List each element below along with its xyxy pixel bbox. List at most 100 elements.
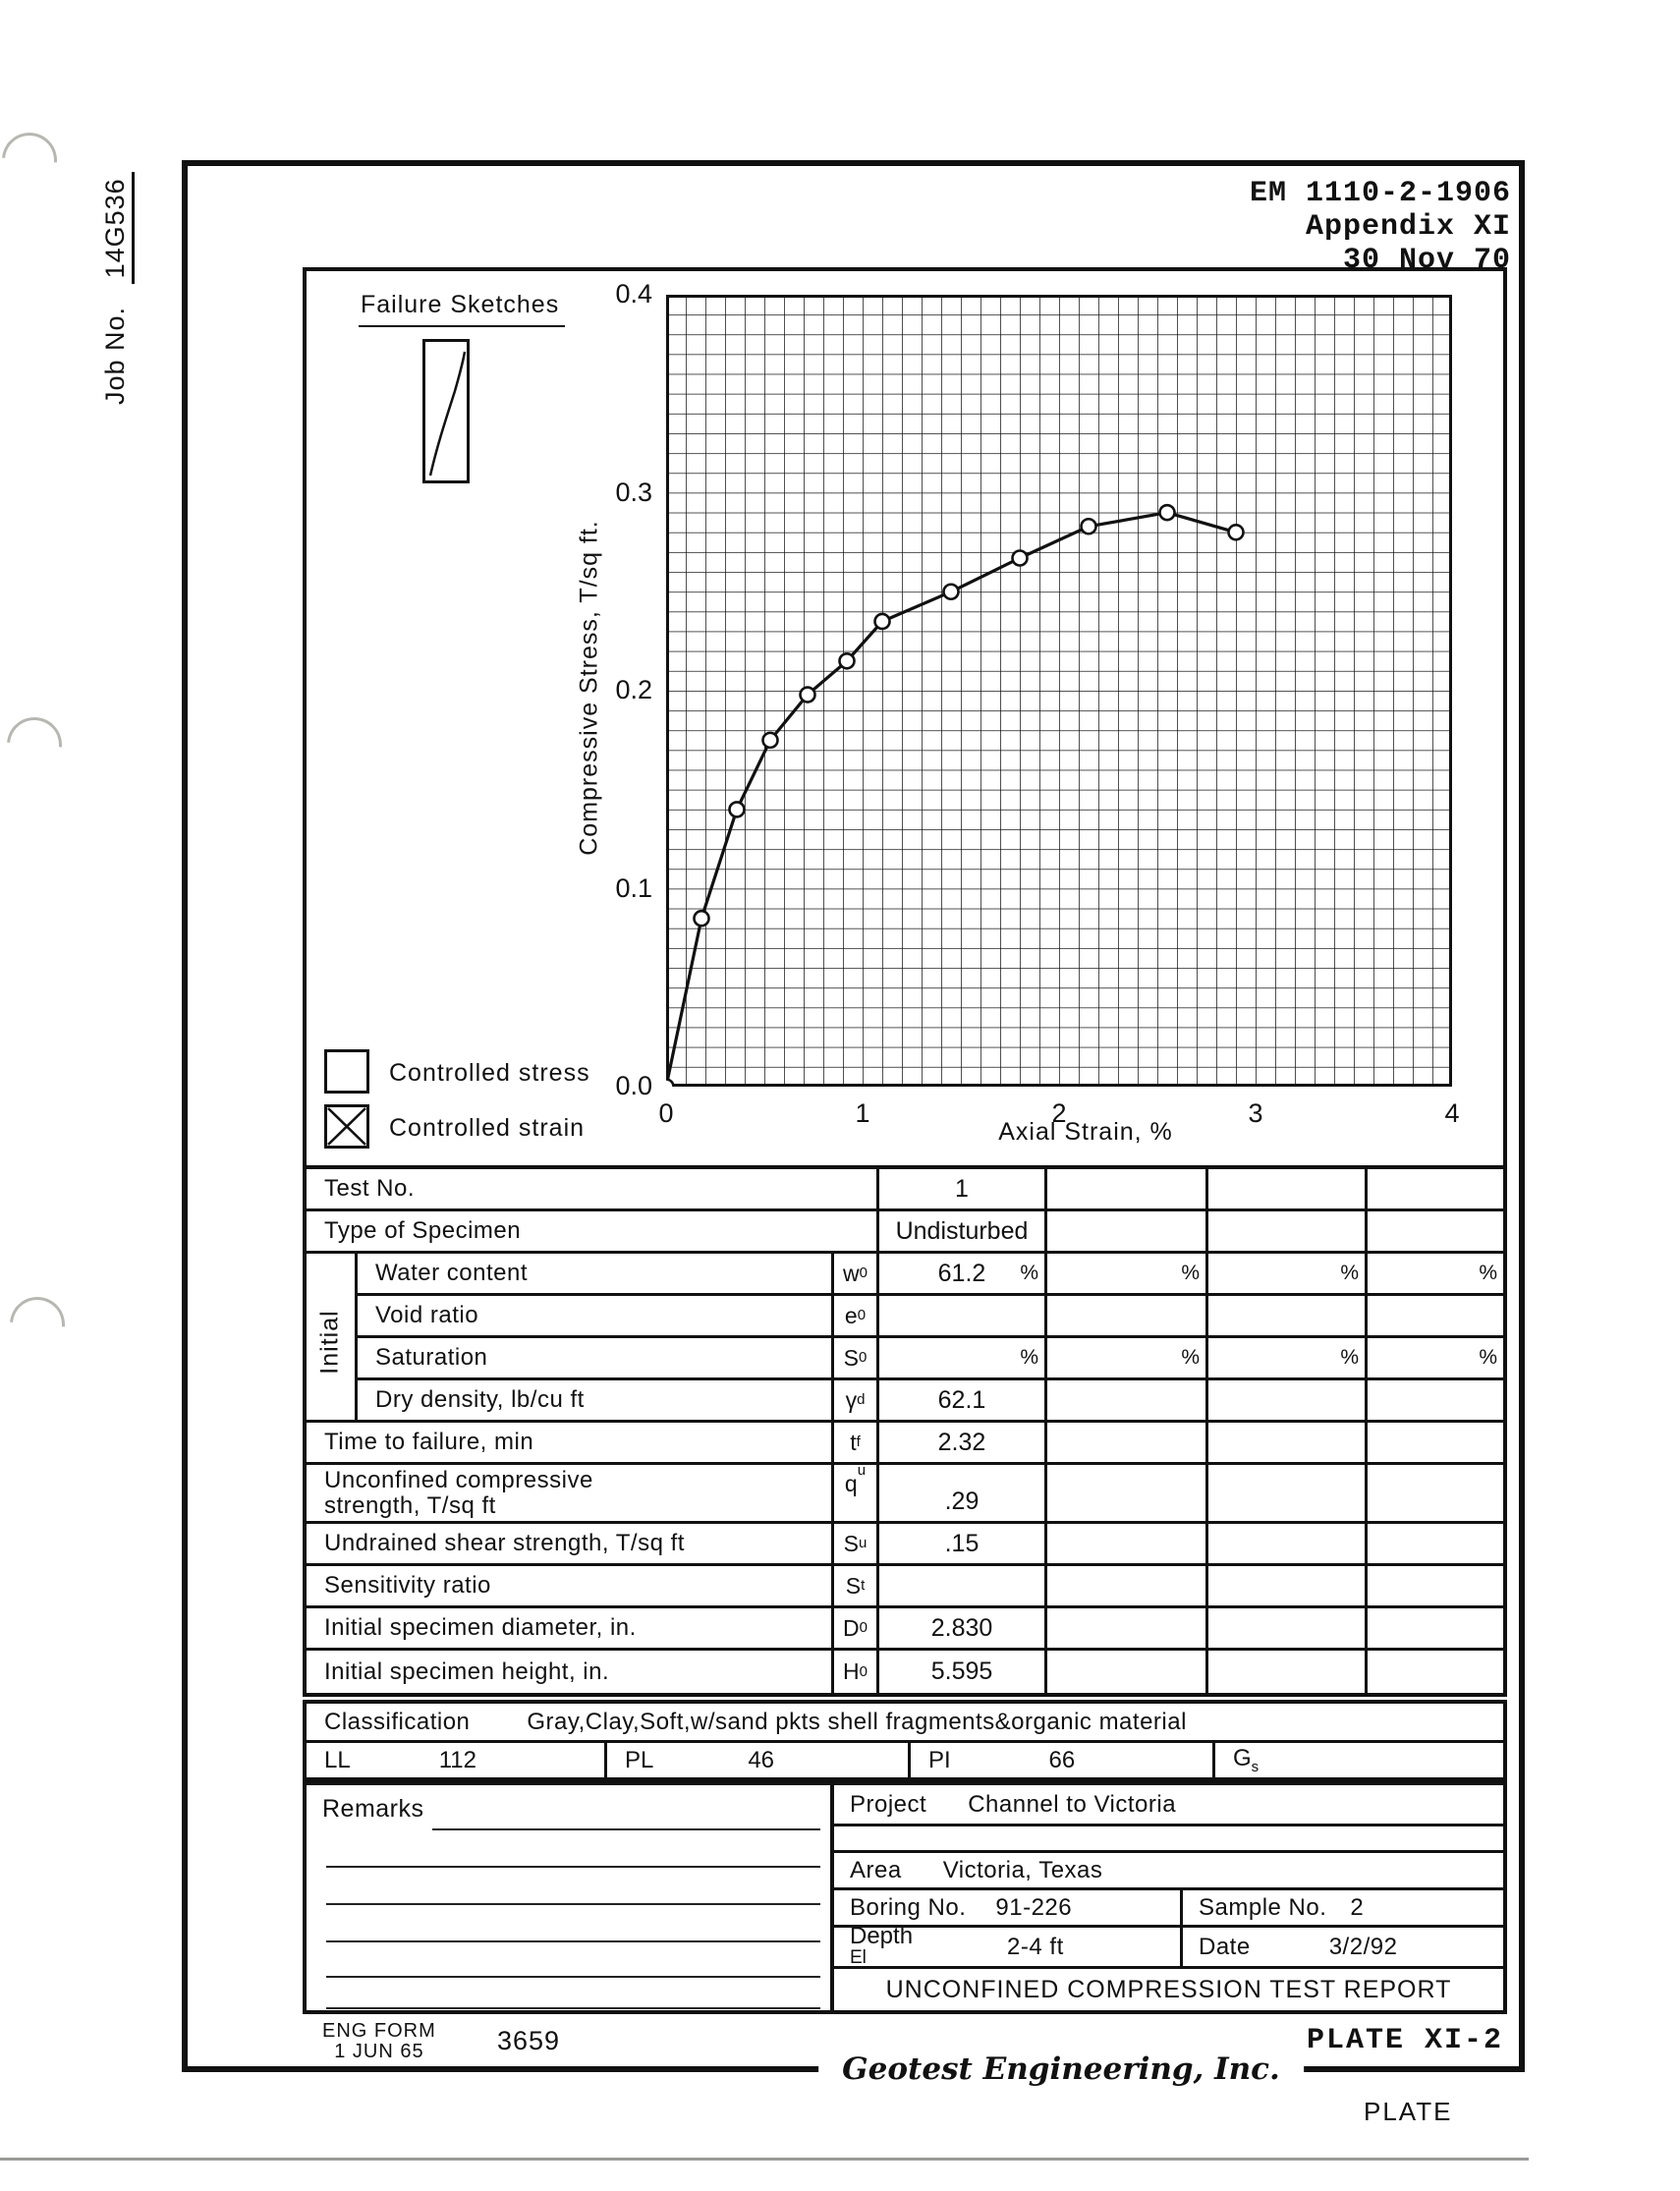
y-tick-label: 0.4	[615, 279, 652, 309]
depth-cell: Depth El 2-4 ft	[834, 1922, 1180, 1968]
row-value-4	[1365, 1380, 1503, 1420]
x-tick-label: 1	[855, 1098, 870, 1128]
header-date: 30 Nov 70	[1342, 244, 1511, 277]
date-value: 3/2/92	[1328, 1933, 1398, 1960]
date-cell: Date 3/2/92	[1180, 1928, 1503, 1966]
gs-cell: Gs	[1212, 1743, 1503, 1777]
row-label: Unconfined compressive strength, T/sq ft	[324, 1466, 593, 1519]
row-value-3	[1205, 1651, 1365, 1693]
x-tick-label: 4	[1444, 1098, 1460, 1128]
row-value-1: 5.595	[876, 1651, 1044, 1693]
row-value-4: %	[1365, 1254, 1503, 1296]
row-value-4	[1365, 1524, 1503, 1563]
row-value-4	[1365, 1566, 1503, 1605]
x-axis-title: Axial Strain, %	[998, 1118, 1173, 1146]
initial-group-strip	[307, 1380, 355, 1420]
classification-label: Classification	[324, 1708, 471, 1735]
scan-edge-line	[0, 2158, 1529, 2161]
data-point	[873, 612, 891, 631]
depth-label: Depth	[850, 1922, 914, 1949]
row-value-1: 62.1	[876, 1380, 1044, 1420]
document-header: EM 1110-2-1906 Appendix XI 30 Nov 70	[1250, 177, 1511, 277]
header-appendix: Appendix XI	[1305, 210, 1511, 244]
data-point	[1158, 503, 1176, 522]
row-value-1: .29	[876, 1465, 1044, 1521]
row-value-3	[1205, 1465, 1365, 1521]
row-value-1: 1	[876, 1169, 1044, 1208]
row-value-4	[1365, 1651, 1503, 1693]
row-value-4	[1365, 1423, 1503, 1462]
pi-cell: PI 66	[908, 1743, 1212, 1777]
hole-punch-mark	[0, 1285, 77, 1364]
ll-cell: LL 112	[307, 1743, 604, 1777]
boring-sample-row: Boring No. 91-226 Sample No. 2	[834, 1890, 1503, 1928]
hole-punch-mark	[0, 121, 69, 199]
controlled-strain-checkbox	[324, 1104, 369, 1149]
row-value-2	[1044, 1566, 1205, 1605]
project-row: Project Channel to Victoria	[834, 1785, 1503, 1826]
data-point	[799, 686, 816, 703]
row-label: Test No.	[324, 1175, 416, 1202]
eng-form-stamp: ENG FORM 1 JUN 65	[322, 2021, 436, 2062]
row-label: Water content	[355, 1254, 831, 1296]
row-label: Initial specimen height, in.	[324, 1657, 610, 1685]
project-value: Channel to Victoria	[968, 1790, 1177, 1818]
row-value-2	[1044, 1296, 1205, 1338]
row-value-2	[1044, 1423, 1205, 1462]
data-point	[761, 731, 779, 750]
row-value-2	[1044, 1651, 1205, 1693]
results-table: Test No. 1 Type of Specimen Undisturbed …	[303, 1165, 1507, 1697]
remarks-line	[326, 1866, 820, 1868]
failure-sketches-label: Failure Sketches	[359, 291, 566, 327]
row-value-3	[1205, 1211, 1365, 1251]
pl-value: 46	[748, 1746, 775, 1773]
header-manual-number: EM 1110-2-1906	[1249, 177, 1511, 210]
row-label: Type of Specimen	[324, 1217, 522, 1244]
remarks-line	[326, 1976, 820, 1978]
job-number-label: Job No.	[100, 306, 130, 405]
row-value-2	[1044, 1524, 1205, 1563]
remarks-line	[432, 1828, 820, 1830]
remarks-label: Remarks	[322, 1795, 424, 1823]
depth-date-row: Depth El 2-4 ft Date 3/2/92	[834, 1922, 1503, 1969]
plate-word: PLATE	[1364, 2097, 1453, 2126]
row-value-1	[876, 1296, 1044, 1338]
data-point	[1227, 524, 1245, 541]
row-label: Initial specimen diameter, in.	[324, 1614, 637, 1641]
table-row: Type of Specimen Undisturbed	[307, 1211, 1503, 1254]
data-point	[728, 801, 746, 818]
row-value-4	[1365, 1211, 1503, 1251]
boring-cell: Boring No. 91-226	[850, 1893, 1073, 1921]
initial-group-strip	[307, 1254, 355, 1296]
table-row: Test No. 1	[307, 1169, 1503, 1211]
row-label: Dry density, lb/cu ft	[355, 1380, 831, 1420]
row-value-4: %	[1365, 1338, 1503, 1380]
classification-row: Classification Gray,Clay,Soft,w/sand pkt…	[307, 1704, 1503, 1743]
row-label: Time to failure, min	[324, 1429, 534, 1455]
company-name: Geotest Engineering, Inc.	[818, 2050, 1304, 2089]
row-value-4	[1365, 1169, 1503, 1208]
data-point	[942, 583, 960, 601]
area-row: Area Victoria, Texas	[834, 1853, 1503, 1890]
x-tick-label: 3	[1248, 1098, 1263, 1128]
y-tick-label: 0.2	[615, 675, 652, 704]
initial-group-label: Initial	[315, 1310, 344, 1375]
controlled-stress-label: Controlled stress	[389, 1059, 590, 1087]
row-value-3: %	[1205, 1338, 1365, 1380]
row-value-4	[1365, 1465, 1503, 1521]
remarks-line	[326, 1940, 820, 1942]
row-value-3	[1205, 1608, 1365, 1648]
y-tick-label: 0.0	[615, 1071, 652, 1100]
area-value: Victoria, Texas	[942, 1856, 1103, 1883]
row-value-2	[1044, 1169, 1205, 1208]
stress-strain-curve	[664, 511, 1237, 1088]
